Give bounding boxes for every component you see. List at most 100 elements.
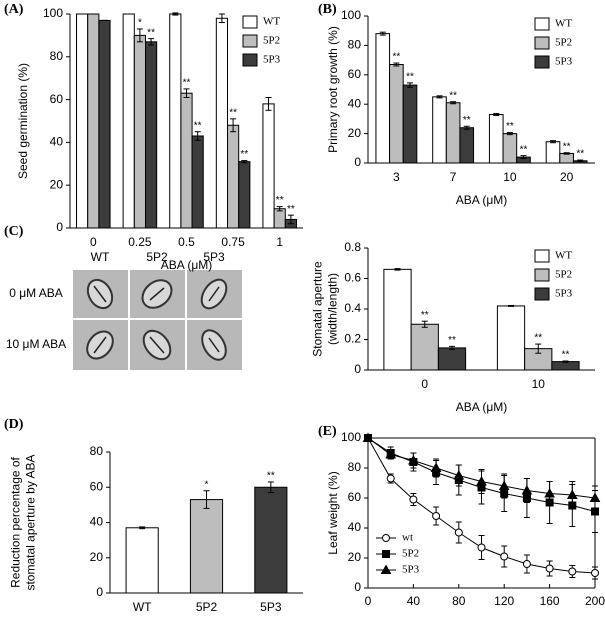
legend-marker	[382, 534, 390, 542]
bar	[144, 41, 158, 229]
x-tick-label: 40	[407, 594, 421, 608]
y-tick-label: 40	[90, 515, 104, 529]
x-tick-label: 5P3	[260, 600, 282, 614]
y-axis-label: Reduction percentage of	[9, 456, 23, 587]
bar	[262, 103, 275, 229]
bar	[375, 33, 391, 164]
bar	[410, 323, 439, 371]
significance: **	[576, 149, 584, 160]
marker	[476, 475, 487, 486]
micrograph-grid	[73, 270, 242, 370]
legend-label: 5P3	[402, 564, 420, 576]
bar	[133, 34, 146, 229]
y-tick-label: 100	[341, 8, 361, 22]
y-tick-label: 80	[50, 49, 64, 63]
bar	[189, 499, 224, 594]
x-tick-label: 120	[494, 594, 514, 608]
y-tick-label: 40	[348, 96, 362, 110]
bar	[98, 19, 111, 229]
bar	[551, 361, 580, 371]
x-tick-label: 0.5	[178, 235, 195, 249]
bar	[459, 127, 475, 164]
significance: **	[147, 27, 155, 38]
significance: **	[276, 195, 284, 206]
x-tick-label: 0	[365, 594, 372, 608]
legend-label: 5P2	[263, 35, 280, 47]
marker	[454, 528, 463, 537]
y-tick-label: 0.4	[344, 301, 361, 315]
y-tick-label: 40	[50, 135, 64, 149]
bar	[191, 135, 204, 229]
marker	[362, 432, 374, 442]
bar	[122, 13, 135, 229]
legend-label: WT	[555, 18, 572, 30]
y-tick-label: 20	[50, 177, 64, 191]
significance: **	[421, 310, 429, 321]
bar	[215, 17, 229, 229]
x-tick-label: 7	[450, 170, 457, 184]
y-tick-label: 0	[354, 580, 361, 594]
x-tick-label: 0.75	[221, 235, 245, 249]
significance: **	[448, 335, 456, 346]
y-axis-label: Stomatal aperture	[311, 261, 325, 357]
y-tick-label: 80	[90, 444, 104, 458]
marker	[409, 495, 418, 504]
marker	[589, 492, 601, 502]
bar	[437, 347, 467, 371]
legend-label: 5P2	[402, 548, 419, 560]
legend-label: 5P3	[555, 288, 573, 300]
marker	[408, 454, 419, 465]
bar	[227, 124, 240, 229]
significance: **	[287, 204, 295, 215]
significance: **	[267, 471, 275, 482]
bar	[273, 208, 286, 229]
legend-swatch	[242, 34, 258, 48]
significance: **	[534, 333, 542, 344]
bar	[432, 96, 447, 164]
legend-label: wt	[402, 532, 413, 544]
marker	[430, 462, 442, 472]
bar	[559, 152, 574, 164]
bar	[445, 102, 461, 164]
y-tick-label: 60	[348, 67, 362, 81]
marker	[432, 512, 441, 520]
x-tick-label: 80	[452, 594, 466, 608]
panel-label: (D)	[4, 417, 24, 432]
legend-swatch	[534, 17, 550, 31]
panel-label: (B)	[318, 2, 337, 17]
y-tick-label: 100	[341, 430, 361, 444]
x-tick-label: 10	[503, 170, 517, 184]
y-tick-label: 100	[43, 6, 63, 20]
marker	[500, 552, 509, 561]
marker	[386, 474, 395, 483]
y-tick-label: 60	[348, 490, 362, 504]
bar	[402, 84, 418, 164]
legend-label: 5P3	[263, 54, 281, 66]
bar	[496, 305, 526, 371]
significance: **	[406, 72, 414, 83]
significance: *	[205, 479, 209, 490]
x-axis-label: ABA (μM)	[161, 258, 213, 272]
bar	[180, 92, 193, 229]
marker	[521, 484, 533, 495]
x-tick-label: 20	[560, 170, 574, 184]
bar	[238, 161, 251, 229]
marker	[453, 469, 465, 480]
bar	[169, 13, 182, 229]
significance: **	[449, 90, 457, 101]
x-axis-label: ABA (μM)	[456, 193, 508, 207]
row-label: 10 μM ABA	[6, 337, 66, 351]
marker	[477, 543, 486, 552]
significance: **	[463, 115, 471, 126]
y-tick-label: 0	[354, 362, 361, 376]
y-tick-label: 0.2	[344, 332, 361, 346]
legend-swatch	[534, 55, 550, 69]
y-tick-label: 20	[348, 550, 362, 564]
y-tick-label: 60	[50, 92, 64, 106]
marker	[568, 567, 577, 576]
significance: **	[183, 78, 191, 89]
legend-label: WT	[263, 16, 280, 28]
column-label: 5P3	[203, 250, 225, 264]
bar	[76, 13, 89, 229]
